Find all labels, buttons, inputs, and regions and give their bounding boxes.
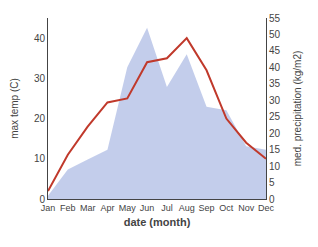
- svg-text:0: 0: [269, 194, 275, 205]
- svg-text:Jun: Jun: [140, 203, 155, 213]
- svg-text:30: 30: [269, 95, 281, 106]
- svg-text:Aug: Aug: [179, 203, 195, 213]
- svg-text:45: 45: [269, 45, 281, 56]
- svg-text:25: 25: [269, 111, 281, 122]
- svg-text:20: 20: [34, 113, 46, 124]
- svg-text:Mar: Mar: [80, 203, 96, 213]
- svg-text:10: 10: [269, 161, 281, 172]
- svg-text:Dec: Dec: [258, 203, 275, 213]
- svg-text:55: 55: [269, 13, 281, 24]
- svg-text:20: 20: [269, 128, 281, 139]
- svg-text:Sep: Sep: [199, 203, 215, 213]
- svg-text:15: 15: [269, 144, 281, 155]
- svg-text:35: 35: [269, 78, 281, 89]
- svg-text:Oct: Oct: [219, 203, 234, 213]
- svg-text:5: 5: [269, 177, 275, 188]
- svg-text:med. precipitation (kg/m2): med. precipitation (kg/m2): [292, 51, 303, 167]
- svg-text:Apr: Apr: [100, 203, 114, 213]
- svg-text:0: 0: [39, 194, 45, 205]
- svg-text:Jul: Jul: [161, 203, 173, 213]
- svg-text:max temp (C): max temp (C): [9, 78, 20, 139]
- svg-text:May: May: [119, 203, 137, 213]
- svg-text:30: 30: [34, 73, 46, 84]
- svg-text:date (month): date (month): [124, 216, 191, 228]
- svg-text:50: 50: [269, 29, 281, 40]
- svg-text:Nov: Nov: [238, 203, 255, 213]
- svg-text:40: 40: [34, 33, 46, 44]
- svg-text:40: 40: [269, 62, 281, 73]
- svg-text:10: 10: [34, 153, 46, 164]
- svg-text:Feb: Feb: [60, 203, 76, 213]
- svg-text:Jan: Jan: [41, 203, 56, 213]
